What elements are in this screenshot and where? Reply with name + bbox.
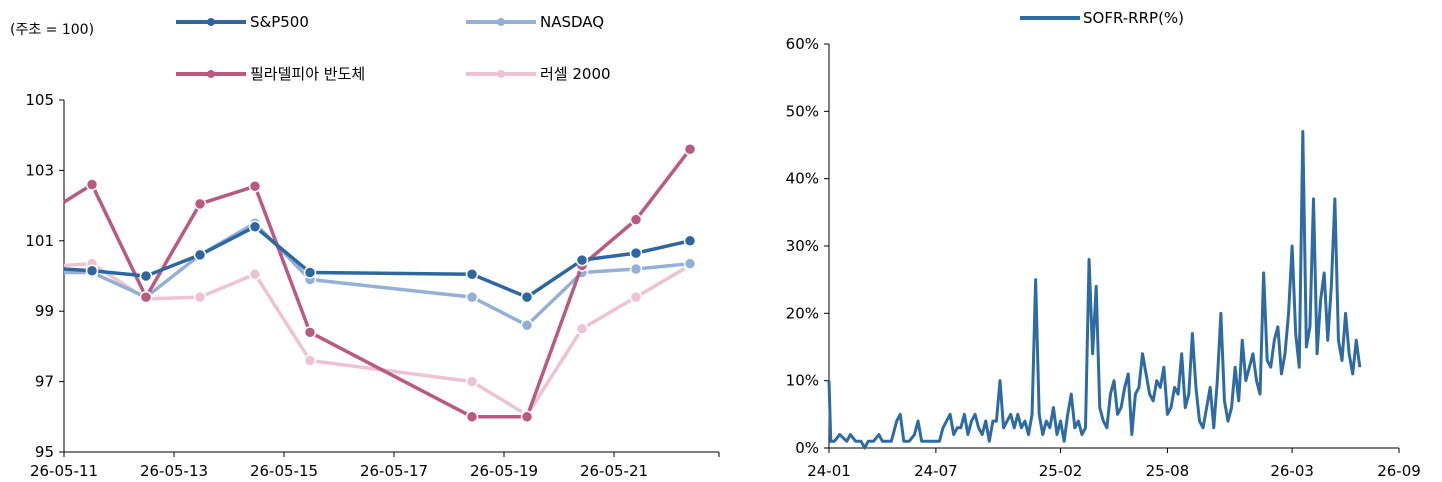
left-ytick-label-1: 97 xyxy=(35,373,54,391)
series-point-1-10 xyxy=(683,257,697,270)
series-point-3-3 xyxy=(193,290,207,304)
legend-label-3: 러셀 2000 xyxy=(540,65,611,83)
unit-note: (주초 = 100) xyxy=(10,22,94,38)
series-point-3-4 xyxy=(248,267,262,281)
right-ytick-label-4: 40% xyxy=(786,170,819,188)
series-point-0-2 xyxy=(139,269,153,283)
series-point-2-10 xyxy=(683,143,697,156)
series-point-2-7 xyxy=(520,410,534,424)
right-xtick-label-2: 25-02 xyxy=(1039,462,1083,480)
series-point-1-7 xyxy=(520,319,534,332)
right-xtick-label-4: 26-03 xyxy=(1270,462,1314,480)
series-point-2-3 xyxy=(193,197,207,211)
right-ytick-label-0: 0% xyxy=(795,439,819,457)
series-point-2-6 xyxy=(465,410,479,424)
right-ytick-label-6: 60% xyxy=(786,35,819,53)
right-xtick-label-1: 24-07 xyxy=(914,462,958,480)
series-point-2-9 xyxy=(629,213,643,226)
series-point-3-6 xyxy=(465,375,479,388)
right-xtick-label-5: 26-09 xyxy=(1377,462,1421,480)
left-ytick-label-0: 95 xyxy=(35,443,54,461)
left-xtick-label-1: 26-05-13 xyxy=(140,462,208,480)
series-point-0-1 xyxy=(85,264,99,277)
sofr-rrp-line xyxy=(827,130,1362,450)
right-xtick-label-3: 25-08 xyxy=(1146,462,1190,480)
left-xtick-label-2: 26-05-15 xyxy=(250,462,318,480)
series-point-0-4 xyxy=(248,220,262,233)
right-ytick-label-5: 50% xyxy=(786,102,819,120)
series-point-3-8 xyxy=(575,322,589,336)
series-point-0-10 xyxy=(683,234,697,248)
right-ytick-label-2: 20% xyxy=(786,304,819,322)
left-ytick-label-3: 101 xyxy=(25,232,54,250)
legend-marker-1 xyxy=(497,18,505,26)
series-point-1-6 xyxy=(465,290,479,304)
series-point-0-6 xyxy=(465,267,479,281)
left-ytick-label-2: 99 xyxy=(35,302,54,320)
legend-marker-3 xyxy=(497,70,505,78)
series-point-0-5 xyxy=(303,266,317,279)
series-point-3-9 xyxy=(629,290,643,304)
left-xtick-label-3: 26-05-17 xyxy=(360,462,428,480)
left-xtick-label-4: 26-05-19 xyxy=(470,462,538,480)
series-point-2-2 xyxy=(139,290,153,304)
series-point-0-8 xyxy=(575,253,589,267)
legend-label-0: S&P500 xyxy=(250,13,309,31)
series-point-2-1 xyxy=(85,178,99,191)
series-point-0-9 xyxy=(629,246,643,260)
legend-marker-2 xyxy=(207,70,215,78)
left-xtick-label-0: 26-05-11 xyxy=(30,462,98,480)
legend-label-2: 필라델피아 반도체 xyxy=(250,65,365,83)
series-point-0-3 xyxy=(193,248,207,262)
right-ytick-label-3: 30% xyxy=(786,237,819,255)
left-ytick-label-5: 105 xyxy=(25,91,54,109)
left-ytick-label-4: 103 xyxy=(25,161,54,179)
left-xtick-label-5: 26-05-21 xyxy=(580,462,648,480)
right-xtick-label-0: 24-01 xyxy=(807,462,851,480)
series-point-2-4 xyxy=(248,179,262,193)
series-point-2-5 xyxy=(303,326,317,339)
series-point-3-5 xyxy=(303,354,317,367)
series-line-2 xyxy=(63,148,692,419)
right-ytick-label-1: 10% xyxy=(786,372,819,390)
series-point-1-9 xyxy=(629,262,643,276)
legend-label-1: NASDAQ xyxy=(540,13,604,31)
series-point-0-7 xyxy=(520,290,534,304)
right-legend-label: SOFR-RRP(%) xyxy=(1083,9,1184,27)
legend-marker-0 xyxy=(207,18,215,26)
